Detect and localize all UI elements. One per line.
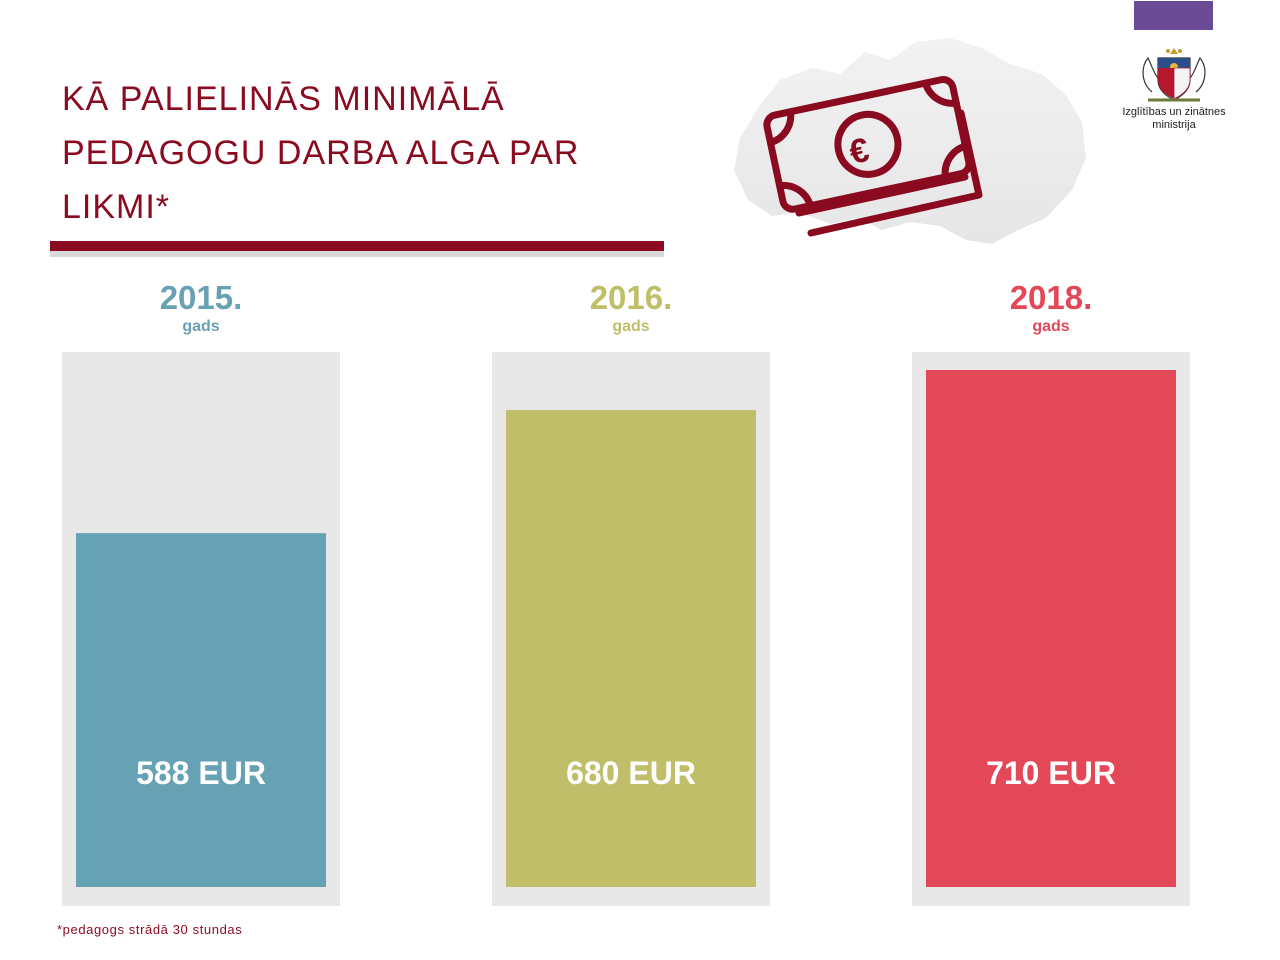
category-sublabel: gads (182, 318, 219, 335)
bar (926, 370, 1176, 887)
category-label: 2016. (590, 279, 673, 316)
data-label: 588 EUR (136, 755, 266, 791)
category-label: 2018. (1010, 279, 1093, 316)
banknotes-euro-icon: € (763, 76, 983, 237)
category-sublabel: gads (612, 318, 649, 335)
ministry-name-line-1: Izglītības un zinātnes (1122, 106, 1226, 118)
bar (76, 533, 326, 887)
title-divider (50, 241, 664, 251)
coat-of-arms-icon (1142, 48, 1206, 102)
footnote: *pedagogs strādā 30 stundas (57, 922, 243, 937)
map-of-latvia-icon (734, 38, 1086, 244)
data-label: 680 EUR (566, 755, 696, 791)
bar (506, 410, 756, 887)
category-sublabel: gads (1032, 318, 1069, 335)
logo-bar (1134, 1, 1213, 30)
ministry-name: Izglītības un zinātnes ministrija (1118, 106, 1230, 132)
ministry-name-line-2: ministrija (1152, 119, 1196, 131)
category-label: 2015. (160, 279, 243, 316)
page-title: KĀ PALIELINĀS MINIMĀLĀ PEDAGOGU DARBA AL… (62, 80, 580, 226)
data-label: 710 EUR (986, 755, 1116, 791)
